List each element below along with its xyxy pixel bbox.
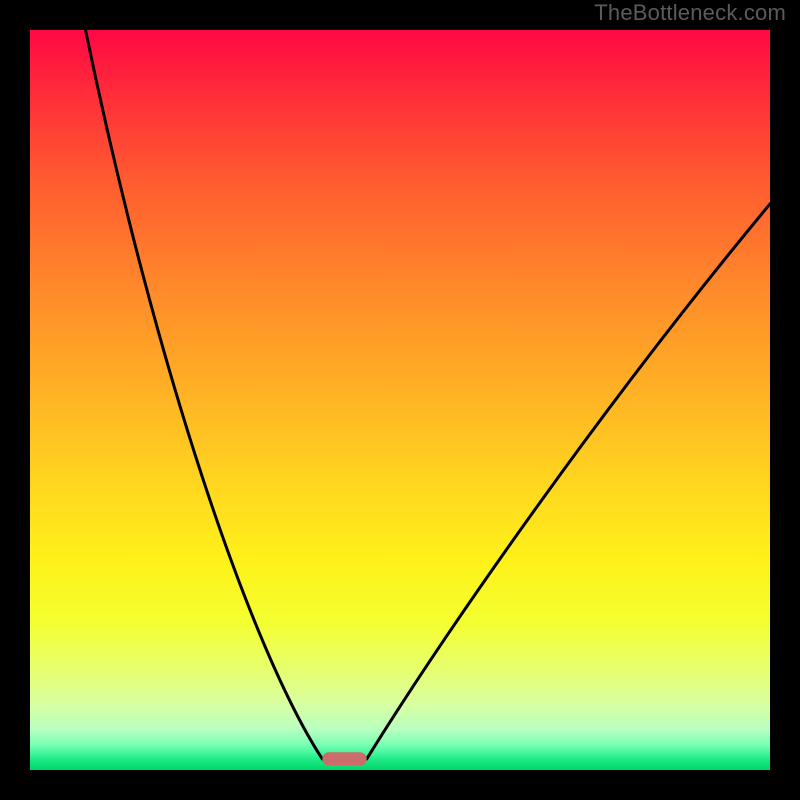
plot-area — [30, 30, 770, 770]
bottleneck-chart-svg — [0, 0, 800, 800]
watermark-label: TheBottleneck.com — [594, 0, 786, 26]
marker — [322, 752, 366, 765]
chart-root: TheBottleneck.com — [0, 0, 800, 800]
